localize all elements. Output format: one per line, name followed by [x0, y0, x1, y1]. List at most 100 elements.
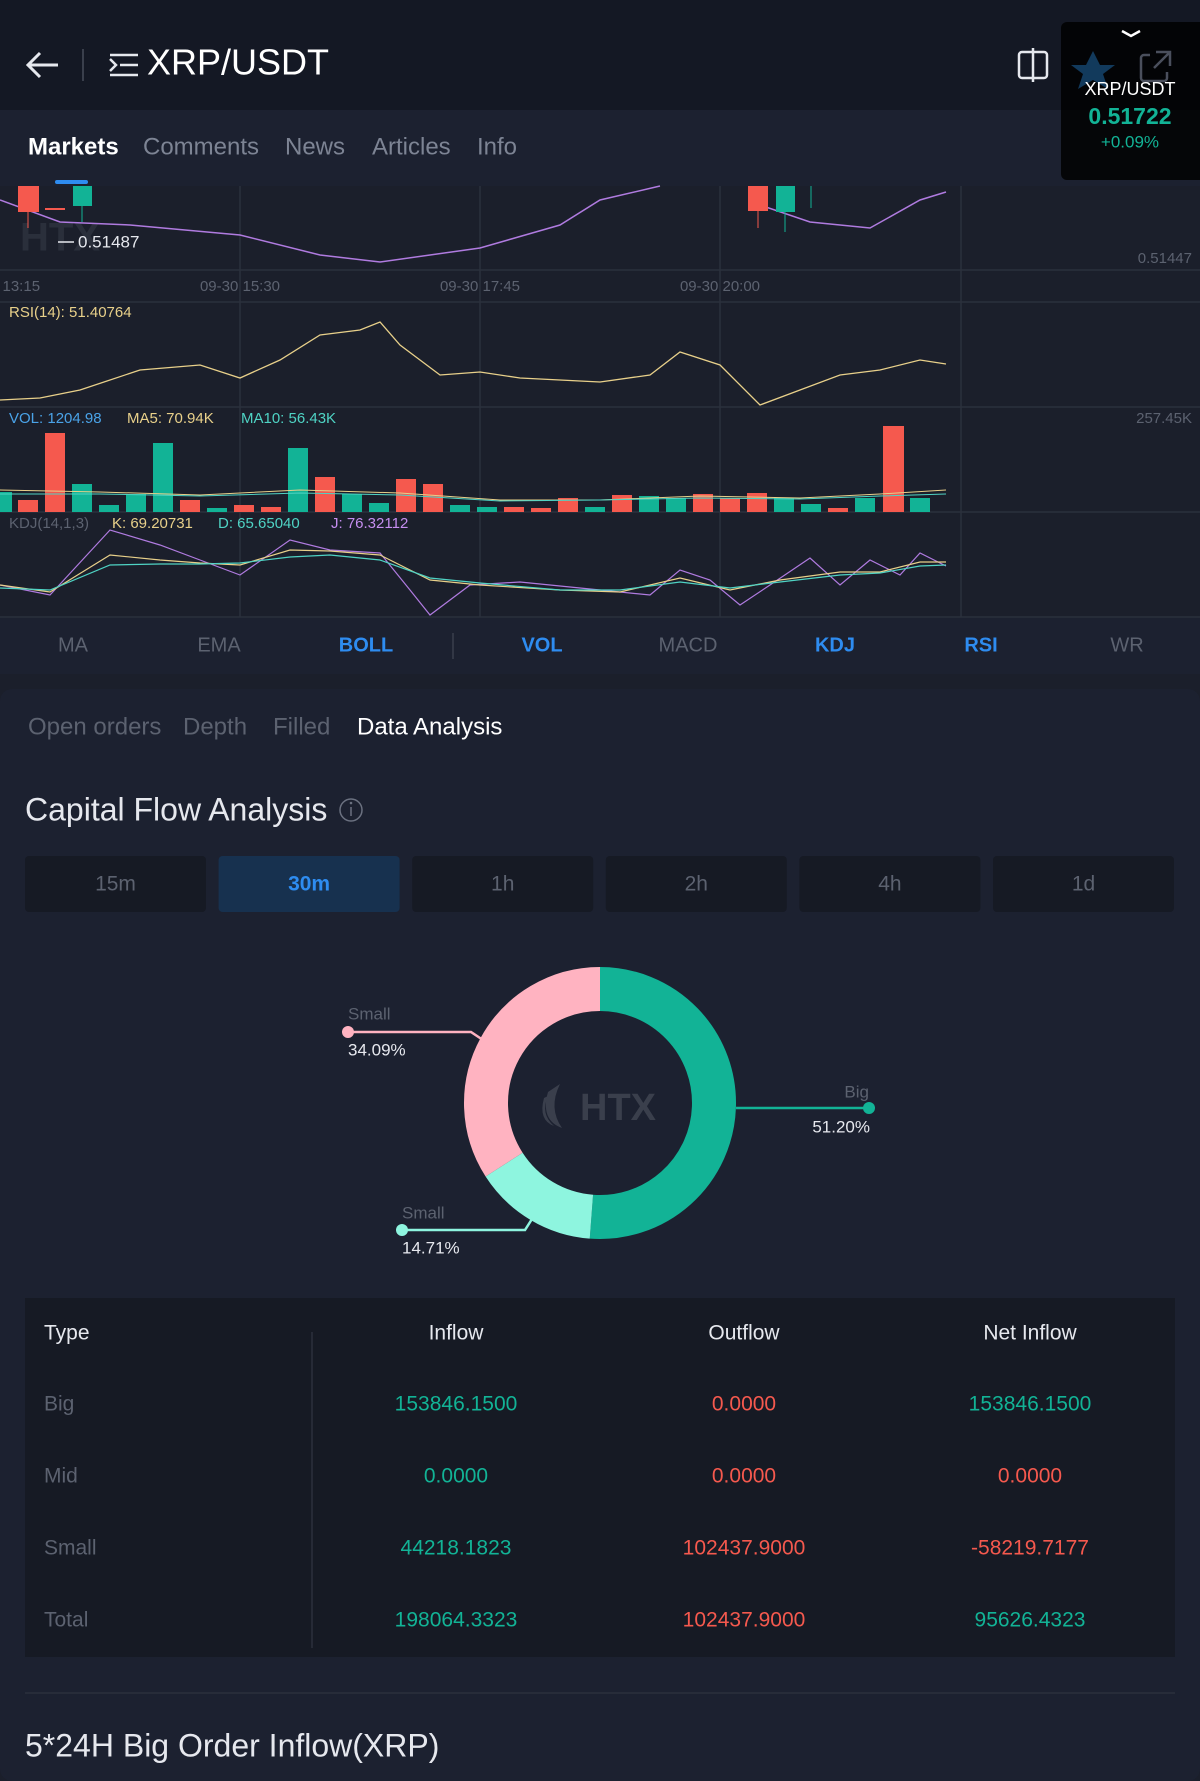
table-cell: Total — [44, 1609, 88, 1632]
kdj-legend: K: 69.20731 — [112, 515, 193, 532]
leader-dot — [863, 1102, 875, 1114]
right-price: 0.51447 — [1138, 250, 1192, 267]
period-button[interactable]: 1h — [412, 856, 594, 912]
segment-name: Small — [348, 1004, 391, 1023]
segment-value: 34.09% — [348, 1040, 406, 1059]
order-tab[interactable]: Depth — [183, 713, 247, 740]
price-line — [759, 191, 947, 229]
ticker-change: +0.09% — [1101, 132, 1159, 151]
nav-tab[interactable]: Articles — [372, 133, 451, 160]
indicator-tab[interactable]: WR — [1110, 634, 1143, 656]
info-icon[interactable] — [339, 798, 363, 822]
vol-legend: MA10: 56.43K — [241, 410, 336, 427]
period-bg — [25, 856, 206, 912]
time-label: 09-30 15:30 — [200, 278, 280, 295]
table-cell: Small — [44, 1537, 97, 1560]
indicator-tab[interactable]: KDJ — [815, 634, 855, 656]
indicator-tab[interactable]: BOLL — [339, 634, 393, 656]
indicator-tab[interactable]: VOL — [521, 634, 562, 656]
menu-icon[interactable] — [109, 53, 138, 77]
period-button[interactable]: 4h — [799, 856, 981, 912]
rsi-line — [0, 321, 947, 406]
nav-tab[interactable]: Info — [477, 133, 517, 160]
table-cell: -58219.7177 — [971, 1537, 1089, 1560]
period-button[interactable]: 30m — [218, 856, 400, 912]
segment-name: Big — [844, 1082, 869, 1101]
ticker-pair: XRP/USDT — [1084, 79, 1175, 99]
logo-icon — [542, 1084, 562, 1128]
indicator-tab[interactable]: MACD — [659, 634, 718, 656]
period-label: 30m — [288, 873, 330, 896]
table-header: Outflow — [708, 1322, 780, 1345]
order-tab[interactable]: Open orders — [28, 713, 161, 740]
table-cell: 102437.9000 — [683, 1537, 806, 1560]
table-cell: Big — [44, 1393, 74, 1416]
period-button[interactable]: 1d — [993, 856, 1174, 912]
table-cell: 102437.9000 — [683, 1609, 806, 1632]
table-cell: 153846.1500 — [395, 1393, 518, 1416]
rsi-label: RSI(14): 51.40764 — [9, 304, 132, 321]
star-icon[interactable] — [1071, 51, 1115, 89]
period-button[interactable]: 2h — [605, 856, 787, 912]
section-title: Capital Flow Analysis — [25, 791, 327, 827]
indicator-tab[interactable]: MA — [58, 634, 89, 656]
leader-dot — [396, 1224, 408, 1236]
nav-tab[interactable]: News — [285, 133, 345, 160]
table-cell: 0.0000 — [712, 1393, 776, 1416]
table-cell: 153846.1500 — [969, 1393, 1092, 1416]
donut-segment — [464, 967, 601, 1177]
nav-tab[interactable]: Comments — [143, 133, 259, 160]
collapse-icon[interactable] — [1121, 29, 1141, 38]
donut-segment — [485, 1152, 594, 1239]
period-label: 1h — [491, 873, 514, 896]
table-cell: 0.0000 — [712, 1465, 776, 1488]
share-icon[interactable] — [1139, 50, 1172, 83]
table-cell: Mid — [44, 1465, 78, 1488]
section-title: 5*24H Big Order Inflow(XRP) — [25, 1727, 439, 1763]
kline-area — [0, 186, 1200, 617]
period-bg — [218, 856, 400, 912]
indicator-bar — [0, 618, 1200, 674]
ma10-line — [0, 492, 947, 502]
indicator-tab[interactable]: EMA — [197, 634, 241, 656]
kdj-k-line — [0, 549, 946, 593]
period-label: 4h — [878, 873, 901, 896]
kdj-j-line — [0, 529, 947, 616]
kdj-legend: KDJ(14,1,3) — [9, 515, 89, 532]
time-label: 09-30 17:45 — [440, 278, 520, 295]
volume-bars — [0, 426, 930, 512]
period-bg — [993, 856, 1174, 912]
back-button[interactable] — [25, 51, 58, 79]
segment-value: 51.20% — [812, 1117, 870, 1136]
header-bar — [0, 0, 1200, 110]
period-label: 1d — [1072, 873, 1095, 896]
table-cell: 44218.1823 — [401, 1537, 512, 1560]
kdj-d-line — [0, 554, 947, 591]
vol-legend: MA5: 70.94K — [127, 410, 214, 427]
indicator-tab[interactable]: RSI — [964, 634, 997, 656]
order-tab[interactable]: Filled — [273, 713, 330, 740]
table-cell: 198064.3323 — [395, 1609, 518, 1632]
order-tab[interactable]: Data Analysis — [357, 713, 502, 740]
split-icon[interactable] — [1017, 48, 1049, 82]
flow-table — [25, 1298, 1175, 1657]
leader-line — [348, 1030, 484, 1042]
table-header: Net Inflow — [983, 1322, 1077, 1345]
period-bg — [799, 856, 981, 912]
segment-name: Small — [402, 1203, 445, 1222]
period-button[interactable]: 15m — [25, 856, 206, 912]
price-label: 0.51487 — [78, 232, 139, 251]
table-cell: 0.0000 — [998, 1465, 1062, 1488]
table-cell: 95626.4323 — [975, 1609, 1086, 1632]
nav-tab[interactable]: Markets — [28, 133, 119, 160]
kdj-legend: J: 76.32112 — [331, 515, 408, 532]
period-label: 15m — [95, 873, 136, 896]
vol-legend: VOL: 1204.98 — [9, 410, 102, 427]
table-header: Inflow — [429, 1322, 485, 1345]
pair-title: XRP/USDT — [147, 42, 329, 83]
floating-ticker[interactable] — [1061, 22, 1200, 180]
period-label: 2h — [685, 873, 708, 896]
tabs-bar — [0, 110, 1200, 186]
